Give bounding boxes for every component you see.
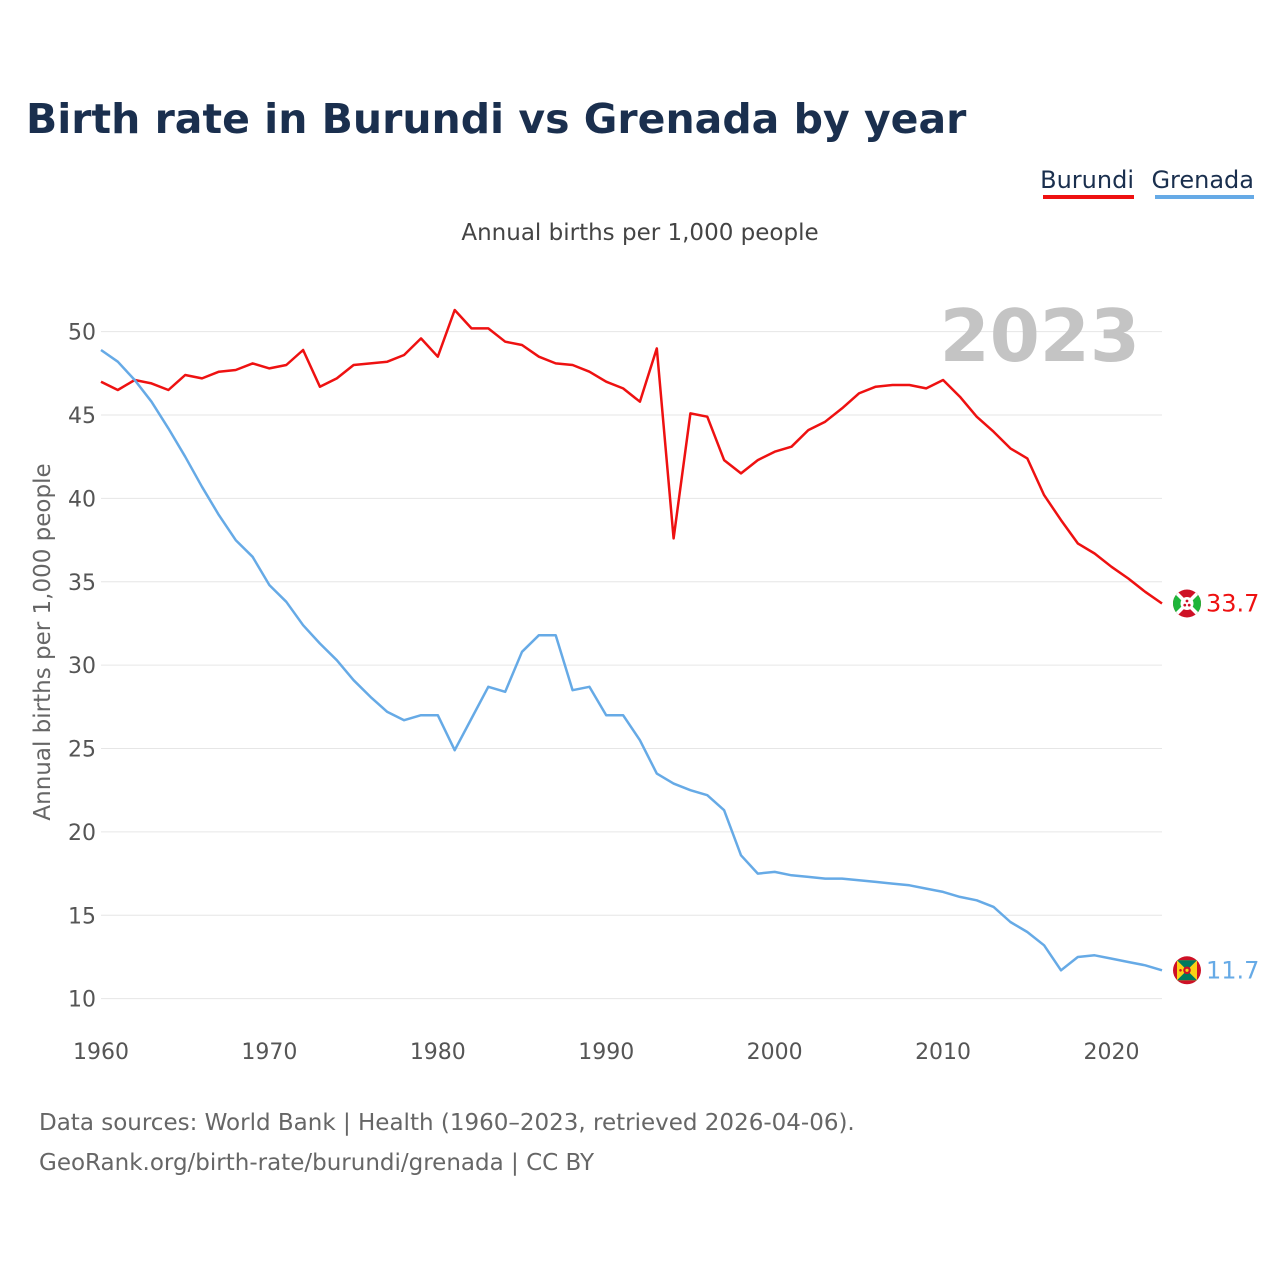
x-axis-ticks: 1960 1970 1980 1990 2000 2010 2020 (73, 1040, 1139, 1065)
burundi-flag-icon (1173, 589, 1201, 618)
legend-item-burundi[interactable]: Burundi (1040, 166, 1134, 199)
x-tick-label: 2000 (747, 1040, 803, 1065)
y-tick-label: 20 (68, 821, 96, 846)
y-tick-label: 15 (68, 904, 96, 929)
y-tick-label: 40 (68, 487, 96, 512)
y-tick-label: 35 (68, 571, 96, 596)
y-axis-label: Annual births per 1,000 people (30, 463, 56, 820)
y-tick-label: 50 (68, 321, 96, 346)
source-line-1: Data sources: World Bank | Health (1960–… (39, 1110, 855, 1136)
x-tick-label: 2010 (915, 1040, 971, 1065)
series-line-grenada[interactable] (100, 348, 1163, 972)
chart-title: Birth rate in Burundi vs Grenada by year (26, 95, 967, 143)
grenada-flag-icon (1173, 956, 1201, 985)
y-tick-label: 30 (68, 654, 96, 679)
year-watermark: 2023 (940, 294, 1140, 378)
x-tick-label: 2020 (1083, 1040, 1139, 1065)
grenada-end-marker: 11.7 (1173, 956, 1259, 985)
gridlines (101, 331, 1162, 1000)
legend-item-grenada[interactable]: Grenada (1151, 166, 1254, 199)
y-tick-label: 45 (68, 404, 96, 429)
legend: Burundi Grenada (1040, 166, 1254, 199)
chart-subtitle: Annual births per 1,000 people (461, 220, 818, 246)
x-tick-label: 1960 (73, 1040, 129, 1065)
y-tick-label: 10 (68, 988, 96, 1013)
burundi-end-value: 33.7 (1206, 590, 1259, 618)
source-line-2[interactable]: GeoRank.org/birth-rate/burundi/grenada |… (39, 1150, 595, 1176)
y-tick-label: 25 (68, 738, 96, 763)
legend-label-grenada: Grenada (1151, 166, 1254, 194)
legend-label-burundi: Burundi (1040, 166, 1134, 194)
x-tick-label: 1980 (410, 1040, 466, 1065)
source-note: Data sources: World Bank | Health (1960–… (39, 1110, 855, 1176)
burundi-end-marker: 33.7 (1173, 589, 1259, 618)
grenada-end-value: 11.7 (1206, 956, 1259, 984)
x-tick-label: 1970 (241, 1040, 297, 1065)
series-layer (100, 308, 1163, 972)
y-axis-ticks: 10 15 20 25 30 35 40 45 50 (68, 321, 96, 1013)
x-tick-label: 1990 (578, 1040, 634, 1065)
series-line-burundi[interactable] (100, 308, 1163, 605)
